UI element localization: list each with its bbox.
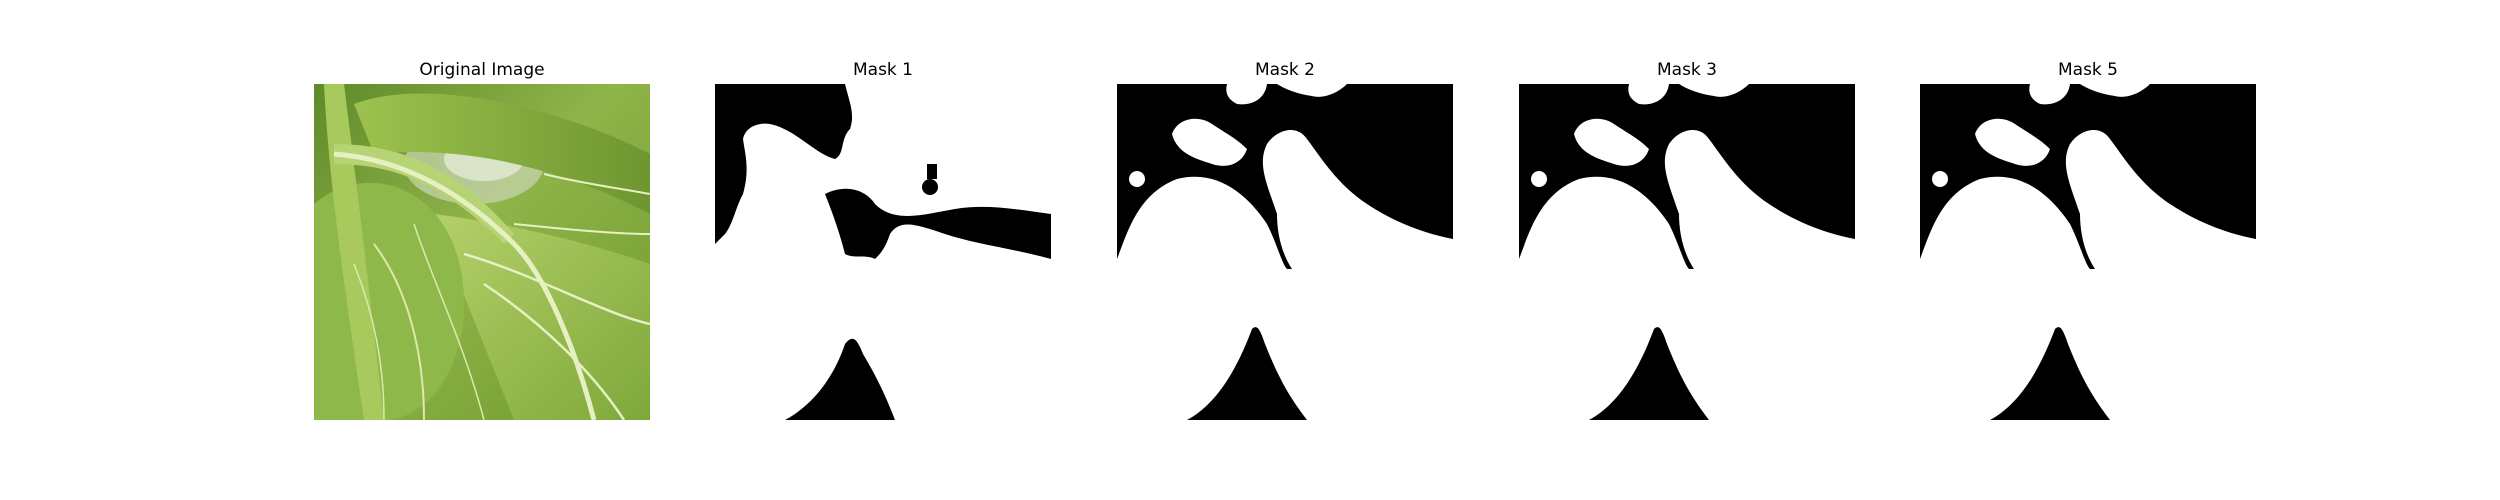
panel-mask-2: Mask 2 <box>1117 0 1453 500</box>
mask-1-image <box>715 84 1051 420</box>
panel-mask-1: Mask 1 <box>715 0 1051 500</box>
panel-mask-5: Mask 5 <box>1920 0 2256 500</box>
mask-5-image <box>1920 84 2256 420</box>
original-leaf-photo <box>314 84 650 420</box>
panel-title: Mask 5 <box>1920 58 2256 82</box>
panel-mask-3: Mask 3 <box>1519 0 1855 500</box>
panel-original-image: Original Image <box>314 0 650 500</box>
mask-2-image <box>1117 84 1453 420</box>
panel-title: Original Image <box>314 58 650 82</box>
mask-3-image <box>1519 84 1855 420</box>
panel-title: Mask 3 <box>1519 58 1855 82</box>
panel-title: Mask 1 <box>715 58 1051 82</box>
panel-title: Mask 2 <box>1117 58 1453 82</box>
